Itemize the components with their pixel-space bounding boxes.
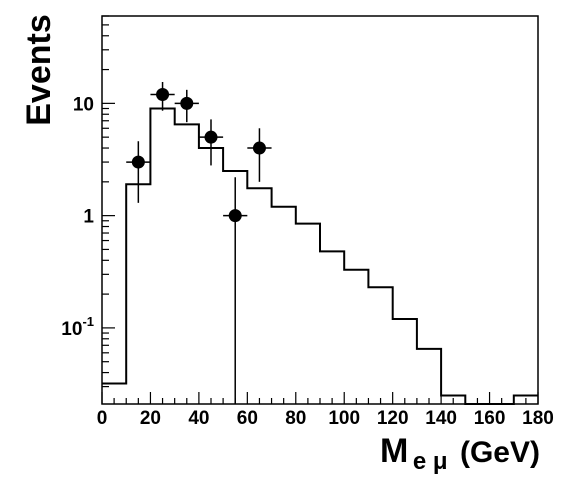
data-marker <box>131 155 145 169</box>
data-marker <box>180 96 194 110</box>
histogram-expected <box>102 107 538 405</box>
y-axis-title: Events <box>20 14 58 126</box>
x-axis-title-sub: e μ <box>413 448 448 475</box>
x-tick-label: 20 <box>140 408 161 429</box>
data-point <box>126 141 151 203</box>
x-axis-title: M e μ (GeV) <box>380 432 540 475</box>
y-tick-label: 10-1 <box>61 314 94 340</box>
y-tick-label: 1 <box>83 207 94 228</box>
data-marker <box>252 141 266 155</box>
data-point <box>174 89 199 123</box>
data-point <box>247 128 272 182</box>
x-tick-label: 140 <box>425 408 457 429</box>
x-tick-label: 180 <box>522 408 554 429</box>
data-marker <box>228 209 242 223</box>
x-tick-label: 100 <box>328 408 360 429</box>
y-tick-label: 10 <box>73 94 94 115</box>
x-tick-label: 80 <box>285 408 306 429</box>
x-tick-label: 60 <box>237 408 258 429</box>
x-tick-label: 0 <box>97 408 108 429</box>
x-tick-label: 160 <box>474 408 506 429</box>
data-marker <box>204 130 218 144</box>
data-point <box>198 119 224 166</box>
data-point <box>150 81 175 111</box>
data-marker <box>156 87 170 101</box>
x-axis-title-unit: (GeV) <box>460 436 540 469</box>
data-point <box>223 177 248 404</box>
x-tick-label: 120 <box>377 408 409 429</box>
x-axis-title-main: M <box>380 432 408 470</box>
x-tick-label: 40 <box>188 408 209 429</box>
